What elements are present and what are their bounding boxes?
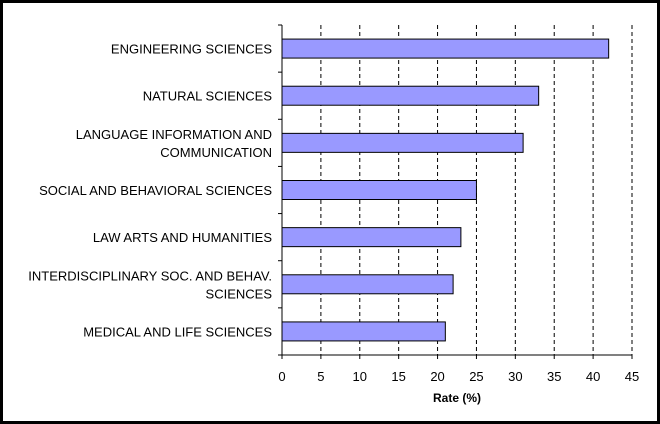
category-label-1: NATURAL SCIENCES <box>143 89 273 104</box>
category-label-5: INTERDISCIPLINARY SOC. AND BEHAV. SCIENCE… <box>28 268 272 301</box>
bar-6 <box>281 321 446 342</box>
bar-5 <box>281 274 454 295</box>
x-tick-label-25: 25 <box>469 369 483 384</box>
x-tick-label-35: 35 <box>547 369 561 384</box>
x-tick-label-20: 20 <box>430 369 444 384</box>
x-tick-labels: 0 5 10 15 20 25 30 35 40 45 <box>278 369 639 384</box>
bar-3 <box>281 180 477 200</box>
category-label-line: LAW ARTS AND HUMANITIES <box>93 230 272 245</box>
category-label-line: NATURAL SCIENCES <box>143 89 273 104</box>
category-label-line: SCIENCES <box>206 286 273 301</box>
x-tick-label-10: 10 <box>353 369 367 384</box>
category-label-line: INTERDISCIPLINARY SOC. AND BEHAV. <box>28 268 272 283</box>
category-label-3: SOCIAL AND BEHAVIORAL SCIENCES <box>39 183 272 198</box>
category-label-line: SOCIAL AND BEHAVIORAL SCIENCES <box>39 183 272 198</box>
category-label-0: ENGINEERING SCIENCES <box>111 42 272 57</box>
bar-0 <box>281 38 610 59</box>
x-tick-label-45: 45 <box>625 369 639 384</box>
category-labels: ENGINEERING SCIENCES NATURAL SCIENCES LANG… <box>28 42 272 340</box>
x-tick-label-5: 5 <box>317 369 324 384</box>
bar-4 <box>281 227 462 248</box>
category-label-line: ENGINEERING SCIENCES <box>111 42 272 57</box>
category-label-4: LAW ARTS AND HUMANITIES <box>93 230 272 245</box>
x-axis-title: Rate (%) <box>433 391 481 405</box>
category-label-line: LANGUAGE INFORMATION AND <box>76 127 272 142</box>
x-tick-label-30: 30 <box>508 369 522 384</box>
bars <box>281 38 610 342</box>
grid-lines <box>320 25 633 355</box>
bar-2 <box>281 132 524 153</box>
bar-1 <box>281 85 540 106</box>
category-label-line: COMMUNICATION <box>160 145 272 160</box>
x-tick-label-15: 15 <box>391 369 405 384</box>
category-label-2: LANGUAGE INFORMATION AND COMMUNICATION <box>76 127 272 160</box>
category-label-line: MEDICAL AND LIFE SCIENCES <box>83 324 272 339</box>
x-tick-label-40: 40 <box>586 369 600 384</box>
category-label-6: MEDICAL AND LIFE SCIENCES <box>83 324 272 339</box>
x-tick-label-0: 0 <box>278 369 285 384</box>
axes <box>278 24 633 359</box>
